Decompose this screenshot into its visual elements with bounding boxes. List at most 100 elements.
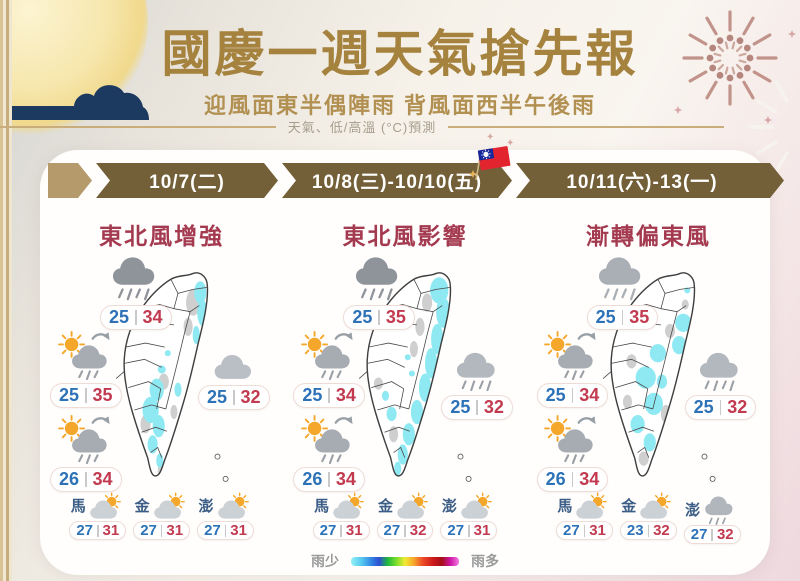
high-temp: 31 xyxy=(345,522,363,539)
island-label: 澎 xyxy=(441,498,457,515)
low-temp: 25 xyxy=(450,397,471,417)
temp-divider xyxy=(711,528,713,541)
high-temp: 31 xyxy=(589,522,606,539)
temp-divider xyxy=(328,472,330,487)
forecast-spot-central-west: 25 34 xyxy=(293,330,365,408)
rain-cloud-icon xyxy=(457,352,495,392)
sun-cloud-icon xyxy=(397,492,428,519)
left-border-stripe xyxy=(0,0,13,581)
high-temp: 32 xyxy=(727,397,748,417)
temp-pill: 26 34 xyxy=(50,467,122,492)
date-segment-2: 10/8(三)-10/10(五) xyxy=(282,163,512,198)
island-matsu: 馬 27 xyxy=(312,492,370,540)
low-temp: 26 xyxy=(59,469,80,489)
high-temp: 34 xyxy=(142,307,163,327)
high-temp: 35 xyxy=(629,307,650,327)
sun-cloud-icon xyxy=(153,492,185,519)
island-label: 澎 xyxy=(685,502,701,519)
forecast-spot-central-west: 25 34 xyxy=(536,330,609,408)
temp-pill: 27 31 xyxy=(69,521,127,540)
sun-cloud-icon xyxy=(217,492,249,519)
forecast-spot-south: 26 34 xyxy=(293,414,365,492)
island-penghu: 澎 27 xyxy=(197,492,254,540)
temp-pill: 27 31 xyxy=(312,521,370,540)
low-temp: 27 xyxy=(690,526,708,543)
high-temp: 32 xyxy=(240,387,261,407)
low-temp: 27 xyxy=(319,522,337,539)
high-temp: 32 xyxy=(653,522,670,539)
temp-divider xyxy=(719,400,722,415)
low-temp: 27 xyxy=(383,522,401,539)
rain-cloud-icon xyxy=(700,352,739,392)
temp-divider xyxy=(571,472,574,487)
high-temp: 31 xyxy=(102,522,120,539)
temp-pill: 27 31 xyxy=(440,521,498,540)
temp-pill: 27 31 xyxy=(197,521,254,540)
date-segment-3: 10/11(六)-13(一) xyxy=(516,163,784,198)
temp-divider xyxy=(571,388,574,403)
island-label: 馬 xyxy=(557,498,573,515)
sun-cloud-rain-icon xyxy=(301,414,353,464)
sun-cloud-rain-icon xyxy=(301,330,353,380)
low-temp: 27 xyxy=(204,522,221,539)
high-temp: 34 xyxy=(335,469,356,489)
high-temp: 31 xyxy=(166,522,184,539)
temp-divider xyxy=(160,524,163,537)
island-penghu: 澎 27 32 xyxy=(683,492,741,544)
temp-divider xyxy=(328,388,330,403)
low-temp: 25 xyxy=(109,307,130,327)
high-temp: 35 xyxy=(385,307,406,327)
sparkle-decoration: ✦ xyxy=(486,132,495,143)
column-heading-2: 東北風影響 xyxy=(342,223,468,249)
rain-cloud-icon xyxy=(356,257,398,301)
temp-pill: 27 32 xyxy=(376,521,434,540)
sun-cloud-rain-icon xyxy=(57,330,110,380)
low-temp: 27 xyxy=(76,522,94,539)
high-temp: 34 xyxy=(92,469,113,489)
temp-divider xyxy=(85,388,87,403)
temp-pill: 25 34 xyxy=(536,383,609,408)
rain-cloud-icon xyxy=(112,257,155,301)
island-kinmen: 金 23 xyxy=(619,492,677,544)
low-temp: 25 xyxy=(693,397,714,417)
sun-cloud-icon xyxy=(333,492,364,519)
high-temp: 35 xyxy=(92,385,113,405)
legend-more-label: 雨多 xyxy=(471,553,499,569)
forecast-spot-north: 25 35 xyxy=(343,254,415,330)
island-label: 馬 xyxy=(314,498,330,515)
sun-cloud-rain-icon xyxy=(544,330,596,380)
sun-cloud-icon xyxy=(90,492,121,519)
temp-pill: 25 35 xyxy=(586,305,659,330)
island-penghu: 澎 27 xyxy=(440,492,498,540)
high-temp: 32 xyxy=(716,526,734,543)
island-label: 馬 xyxy=(70,498,86,515)
low-temp: 27 xyxy=(447,522,465,539)
forecast-columns: 25 34 xyxy=(40,250,770,550)
temp-pill: 26 34 xyxy=(293,467,365,492)
high-temp: 31 xyxy=(230,522,247,539)
forecast-column-1: 25 34 xyxy=(40,250,283,550)
temp-divider xyxy=(340,524,342,537)
sun-cloud-icon xyxy=(576,492,608,519)
low-temp: 27 xyxy=(563,522,580,539)
temp-pill: 26 34 xyxy=(536,467,609,492)
date-label-2: 10/8(三)-10/10(五) xyxy=(311,172,483,193)
island-label: 金 xyxy=(134,498,150,515)
navy-cloud-decoration xyxy=(0,85,149,120)
temp-divider xyxy=(647,524,650,537)
date-label-1: 10/7(二) xyxy=(149,172,225,193)
temp-divider xyxy=(135,310,137,325)
low-temp: 23 xyxy=(626,522,644,539)
temp-pill: 25 32 xyxy=(441,395,513,420)
low-temp: 25 xyxy=(207,387,228,407)
temp-pill: 25 32 xyxy=(684,395,757,420)
caption-line-right xyxy=(448,125,725,128)
temp-divider xyxy=(97,524,99,537)
white-firework-decoration xyxy=(748,80,789,174)
temp-divider xyxy=(85,472,87,487)
low-temp: 25 xyxy=(545,385,566,405)
island-label: 澎 xyxy=(198,498,214,515)
temp-divider xyxy=(621,310,624,325)
temp-divider xyxy=(378,310,380,325)
island-label: 金 xyxy=(377,498,393,515)
